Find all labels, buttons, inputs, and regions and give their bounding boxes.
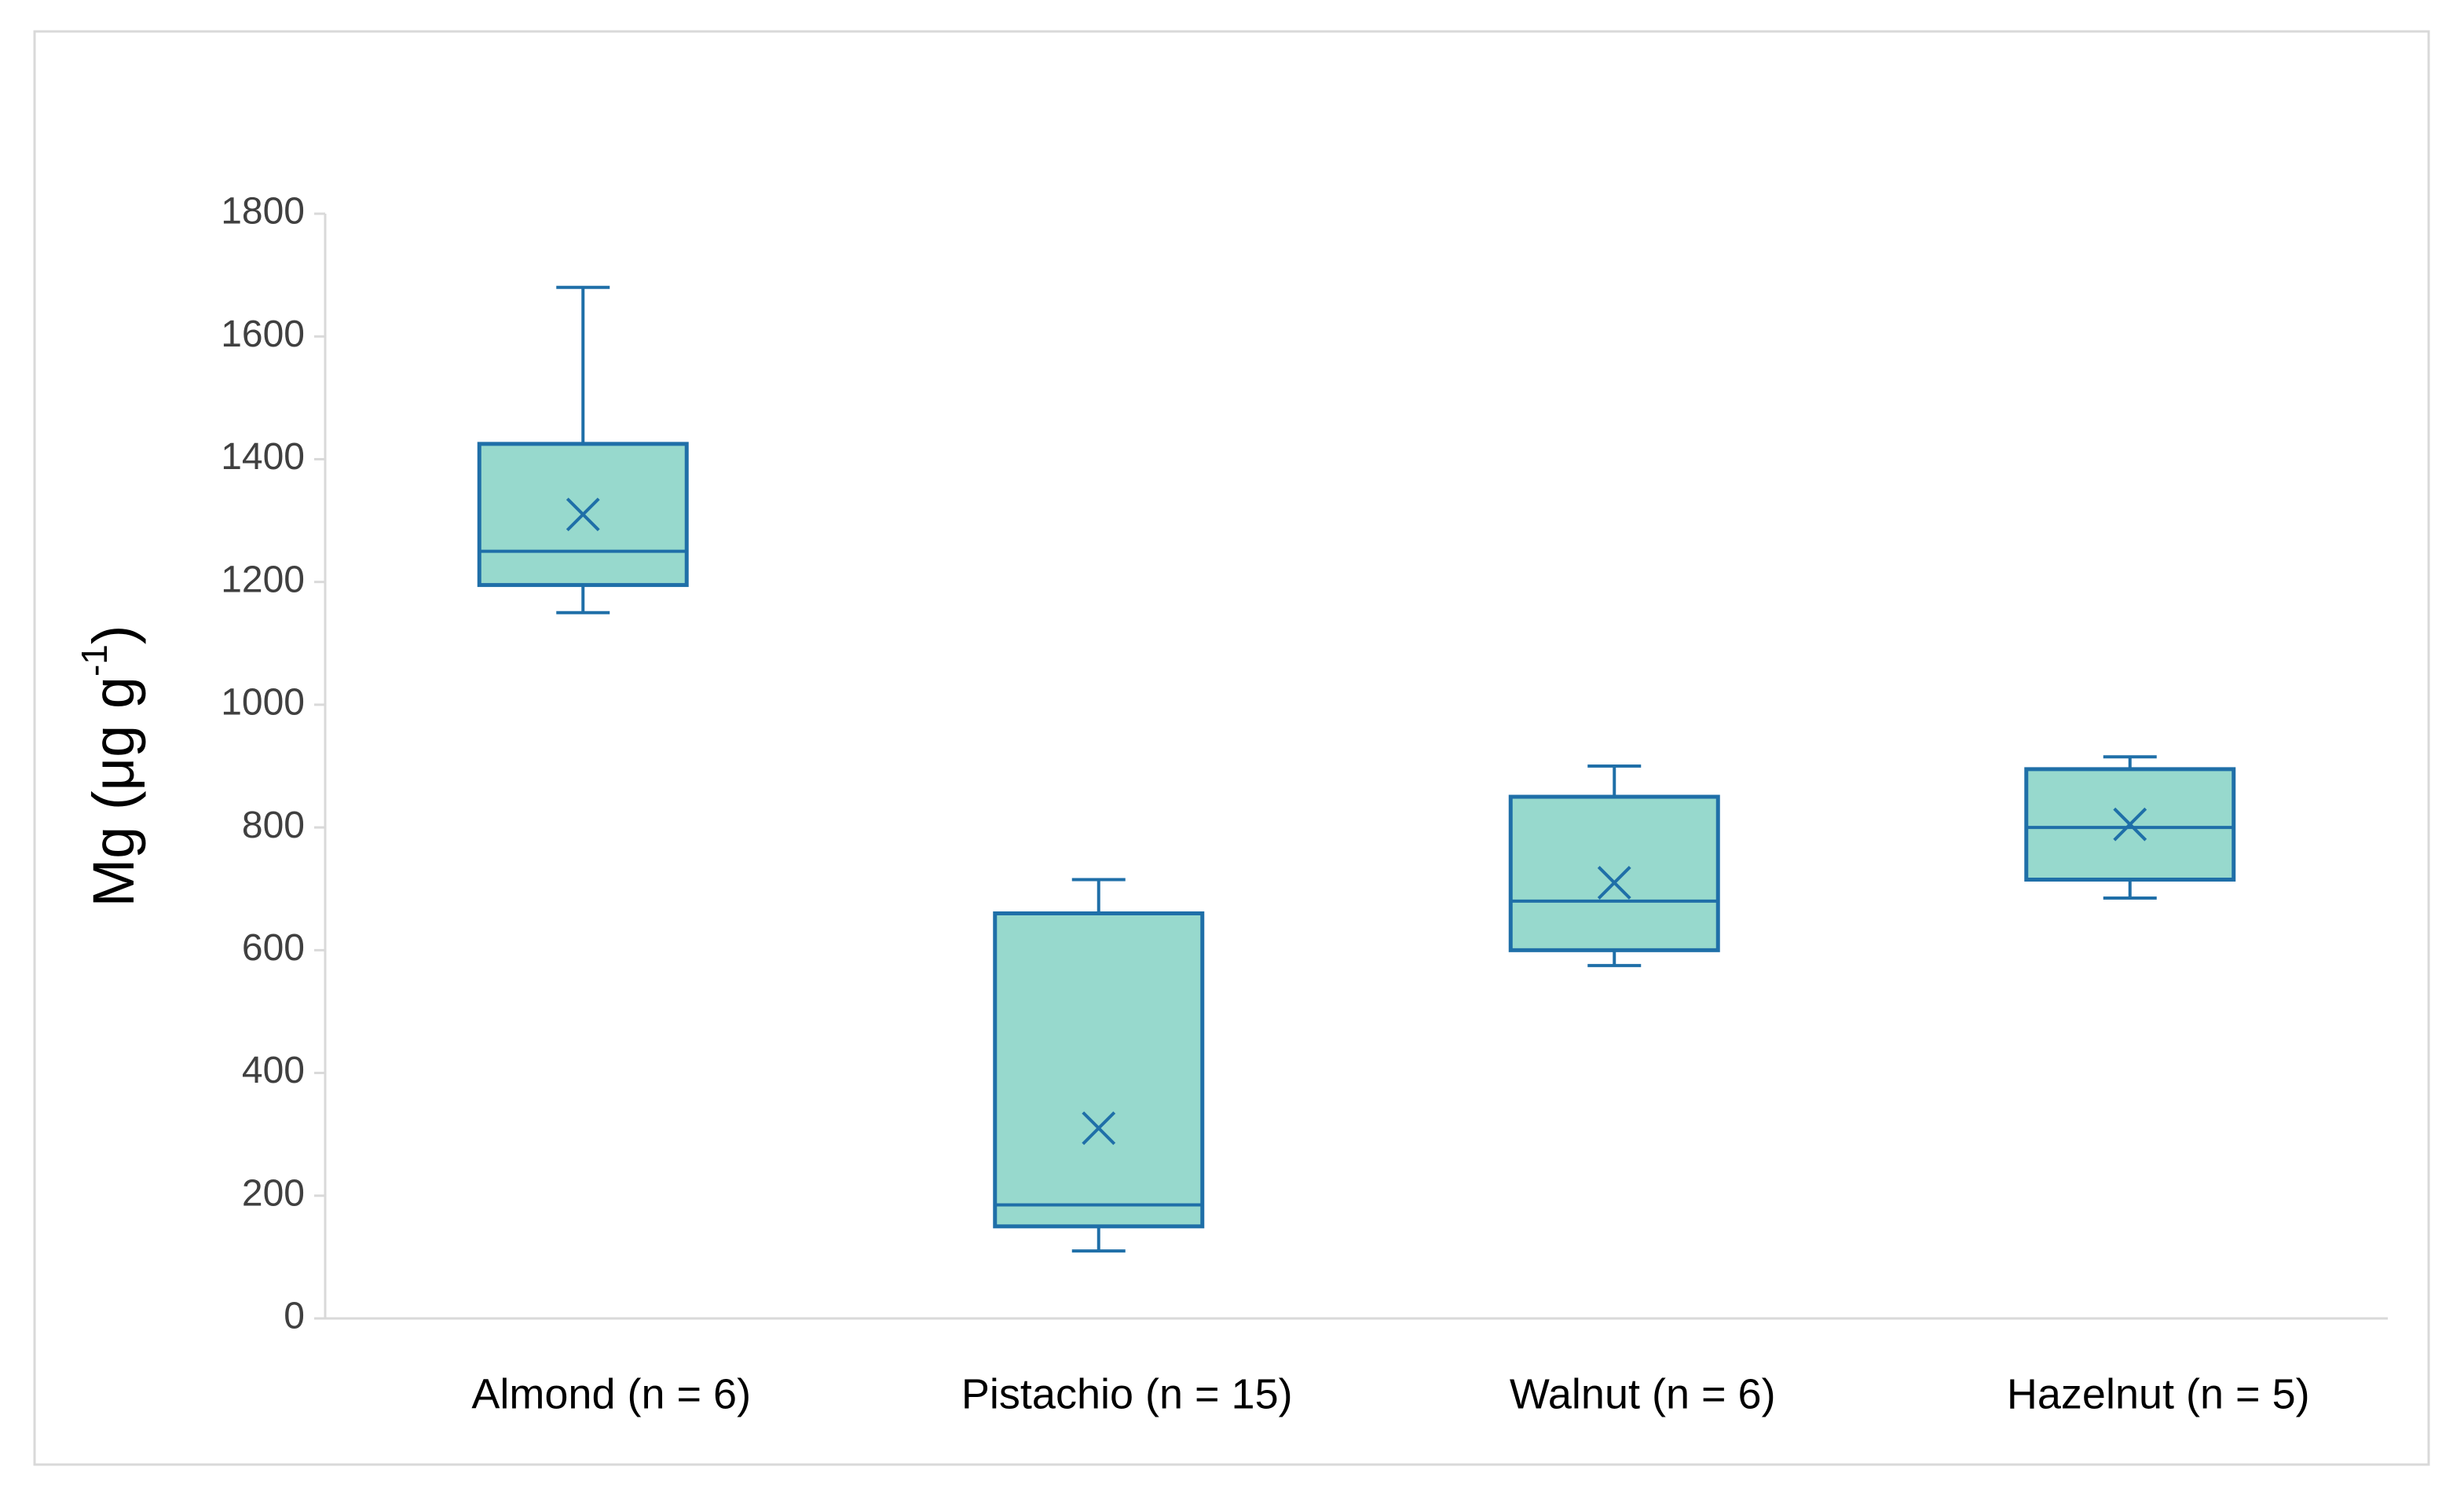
y-tick-label: 1000 — [221, 682, 305, 724]
y-axis-label: Mg (μg g-1) — [74, 625, 145, 907]
box — [993, 911, 1205, 1229]
x-tick-label: Walnut (n = 6) — [1510, 1370, 1776, 1417]
mean-marker — [566, 497, 600, 532]
y-tick-label: 1400 — [221, 436, 305, 478]
box — [1508, 794, 1720, 952]
y-tick-label: 1200 — [221, 559, 305, 600]
mean-marker — [2113, 807, 2147, 842]
x-tick-label: Hazelnut (n = 5) — [2007, 1370, 2310, 1417]
y-tick-label: 1600 — [221, 314, 305, 355]
y-tick-label: 800 — [242, 805, 305, 846]
x-tick-label: Almond (n = 6) — [471, 1370, 751, 1417]
y-label-text: Mg (μg g — [81, 676, 146, 908]
chart-frame — [33, 30, 2430, 1466]
x-tick-label: Pistachio (n = 15) — [961, 1370, 1293, 1417]
y-tick-label: 600 — [242, 927, 305, 969]
mean-marker — [1597, 865, 1631, 900]
y-tick-label: 200 — [242, 1172, 305, 1214]
y-label-superscript: -1 — [74, 644, 115, 676]
y-label-suffix: ) — [81, 625, 146, 644]
y-tick-label: 0 — [284, 1296, 305, 1337]
mean-marker — [1082, 1111, 1116, 1146]
y-tick-label: 1800 — [221, 191, 305, 233]
y-tick-label: 400 — [242, 1050, 305, 1091]
